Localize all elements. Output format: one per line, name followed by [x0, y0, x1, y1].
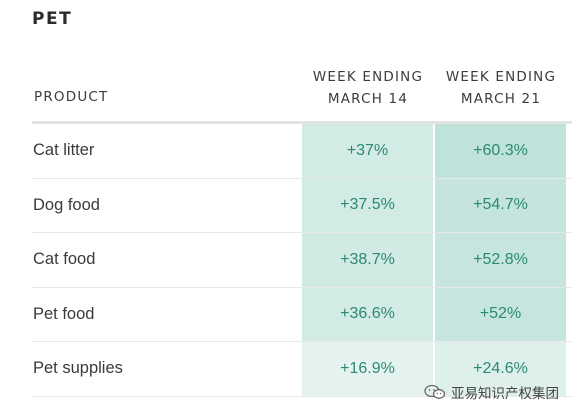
product-label: Pet supplies: [33, 359, 123, 378]
value-cell-march-21: +60.3%: [435, 124, 566, 178]
section-title: PET: [32, 9, 73, 29]
product-label: Dog food: [33, 195, 100, 214]
value-cell-march-14: +38.7%: [302, 233, 433, 287]
value-cell-march-14: +37.5%: [302, 178, 433, 232]
table-row: Cat food +38.7% +52.8%: [32, 233, 572, 288]
wechat-icon: [424, 384, 446, 399]
data-table: Cat litter +37% +60.3% Dog food +37.5% +…: [32, 124, 572, 397]
column-header-march-21-line-1: WEEK ENDING: [445, 69, 557, 85]
column-header-march-14: WEEK ENDING MARCH 14: [302, 66, 434, 110]
column-header-product: PRODUCT: [34, 89, 109, 105]
watermark: 亚易知识产权集团: [424, 382, 559, 402]
table-row: Dog food +37.5% +54.7%: [32, 178, 572, 233]
value-cell-march-21: +52.8%: [435, 233, 566, 287]
value-cell-march-21: +52%: [435, 287, 566, 341]
column-header-march-14-line-1: WEEK ENDING: [312, 69, 424, 85]
value-cell-march-14: +16.9%: [302, 342, 433, 396]
table-row: Pet supplies +16.9% +24.6%: [32, 342, 572, 397]
header-divider: [32, 121, 572, 124]
watermark-text: 亚易知识产权集团: [451, 386, 559, 401]
value-cell-march-14: +36.6%: [302, 287, 433, 341]
product-label: Cat litter: [33, 141, 95, 160]
value-cell-march-21: +24.6%: [435, 342, 566, 396]
column-header-march-21: WEEK ENDING MARCH 21: [435, 66, 567, 110]
table-row: Cat litter +37% +60.3%: [32, 124, 572, 179]
value-cell-march-21: +54.7%: [435, 178, 566, 232]
value-cell-march-14: +37%: [302, 124, 433, 178]
product-label: Pet food: [33, 304, 95, 323]
column-header-march-21-line-2: MARCH 21: [460, 91, 542, 107]
column-header-march-14-line-2: MARCH 14: [327, 91, 409, 107]
table-row: Pet food +36.6% +52%: [32, 287, 572, 342]
product-label: Cat food: [33, 250, 96, 269]
